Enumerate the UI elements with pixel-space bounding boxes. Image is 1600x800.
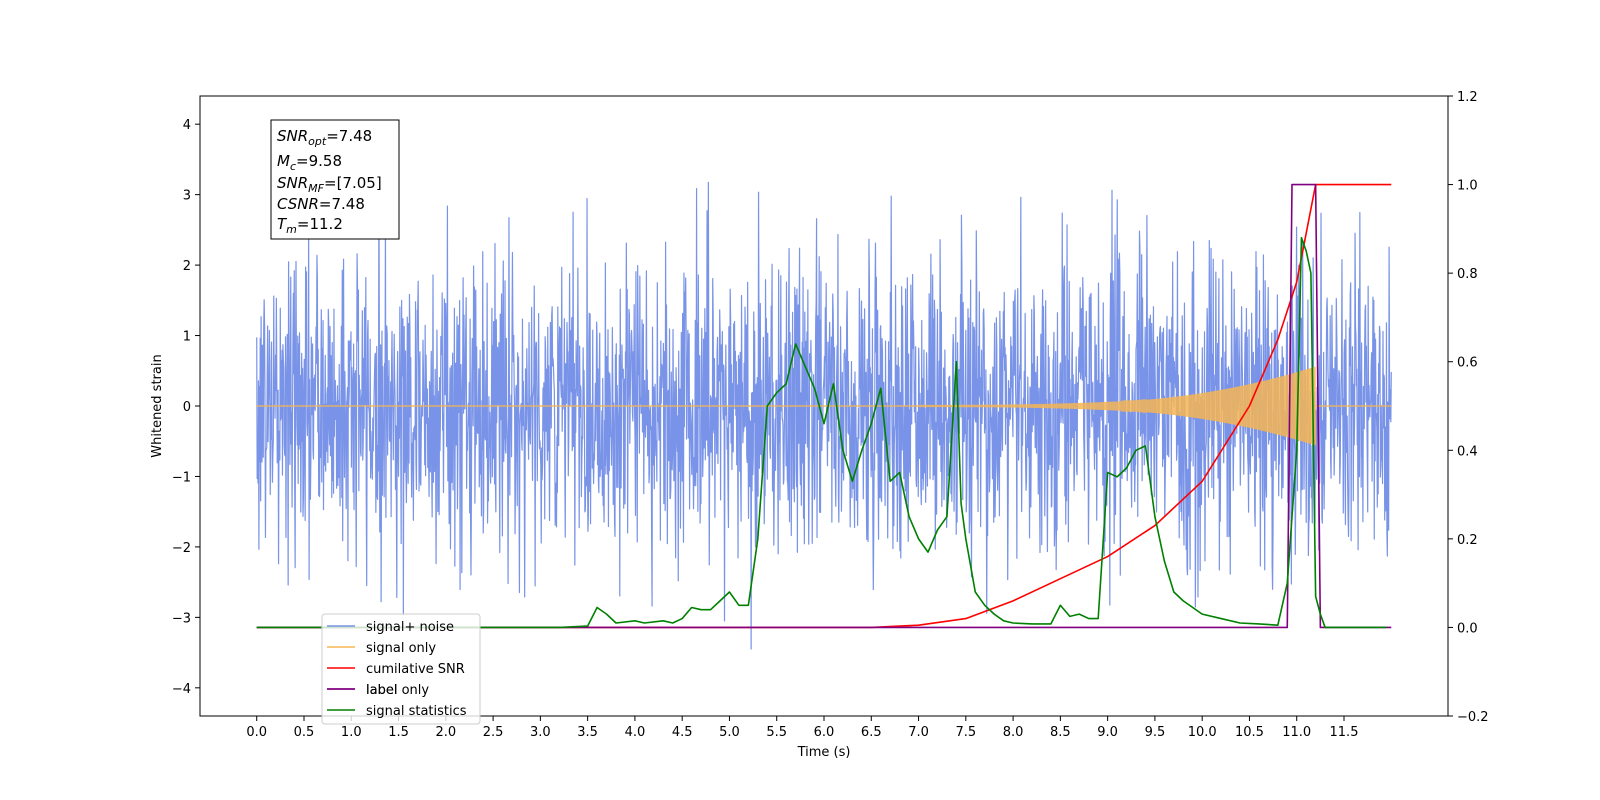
x-tick-label: 9.0 <box>1097 725 1118 740</box>
y-tick-label: 2 <box>183 259 191 274</box>
y-tick-label: −3 <box>172 611 191 626</box>
annotation-line: SNRMF=[7.05] <box>277 174 382 195</box>
y-right-tick-label: 0.4 <box>1457 444 1478 459</box>
y-right-tick-label: 1.0 <box>1457 179 1478 194</box>
legend-label: signal statistics <box>366 704 467 719</box>
y-tick-label: −4 <box>172 682 191 697</box>
signal-chirp <box>918 366 1317 446</box>
x-tick-label: 2.0 <box>435 725 456 740</box>
x-tick-label: 7.5 <box>955 725 976 740</box>
annotation-frame <box>270 119 400 240</box>
y-tick-label: 4 <box>183 118 191 133</box>
x-tick-label: 9.5 <box>1145 725 1166 740</box>
annotation-line: SNRopt=7.48 <box>277 127 372 148</box>
y-tick-label: 3 <box>183 189 191 204</box>
x-tick-label: 10.0 <box>1188 725 1217 740</box>
annotation-line: CSNR=7.48 <box>277 195 365 213</box>
x-tick-label: 3.5 <box>577 725 598 740</box>
series-cumilative-snr <box>256 183 1392 629</box>
x-tick-label: 7.0 <box>908 725 929 740</box>
y-tick-label: −1 <box>172 470 191 485</box>
y-axis-ticks: 4 3 2 1 0 −1 −2 −3 −4 <box>172 118 200 697</box>
annotation-line: Tm=11.2 <box>277 215 343 236</box>
right-axis-series <box>256 183 1392 629</box>
legend-frame <box>321 613 481 725</box>
x-tick-label: 4.5 <box>672 725 693 740</box>
y-axis-label: Whitened strain <box>150 354 165 457</box>
legend-label: label <box>366 683 397 698</box>
x-tick-label: 8.0 <box>1003 725 1024 740</box>
y-right-tick-label: 0.8 <box>1457 267 1478 282</box>
x-tick-label: 5.0 <box>719 725 740 740</box>
x-tick-label: 8.5 <box>1050 725 1071 740</box>
y-right-tick-label: 0.2 <box>1457 533 1478 548</box>
x-tick-label: 5.5 <box>766 725 787 740</box>
series-signal-noise <box>256 167 1392 650</box>
y-tick-label: 1 <box>183 330 191 345</box>
y-tick-label: 0 <box>183 400 191 415</box>
x-tick-label: 4.0 <box>625 725 646 740</box>
x-tick-label: 11.5 <box>1330 725 1359 740</box>
legend-label: cumilative SNR <box>366 662 465 677</box>
y-right-tick-label: 0.0 <box>1457 621 1478 636</box>
annotation-line: Mc=9.58 <box>277 152 342 173</box>
x-tick-label: 6.0 <box>814 725 835 740</box>
series-signal-statistics <box>256 236 1387 629</box>
y-right-tick-label: 1.2 <box>1457 90 1478 105</box>
x-tick-label: 10.5 <box>1235 725 1264 740</box>
x-tick-label: 0.0 <box>246 725 267 740</box>
x-tick-label: 11.0 <box>1282 725 1311 740</box>
y-right-tick-label: 0.6 <box>1457 356 1478 371</box>
x-axis-ticks: 0.0 0.5 1.0 1.5 2.0 2.5 3.0 3.5 4.0 4.5 5.0 5.5 6.0 6… <box>246 716 1358 740</box>
x-axis-label: Time (s) <box>797 745 851 760</box>
x-tick-label: 2.5 <box>483 725 504 740</box>
legend: signal+ noise signal only cumilative SNR la… <box>321 613 481 725</box>
legend-label: label only <box>366 683 429 698</box>
y-tick-label: −2 <box>172 541 191 556</box>
x-tick-label: 0.5 <box>294 725 315 740</box>
legend-label: signal+ noise <box>366 620 454 635</box>
noise-trace <box>256 167 1392 650</box>
y-right-tick-label: −0.2 <box>1457 710 1489 725</box>
series-signal-only <box>256 366 1392 446</box>
x-tick-label: 1.0 <box>341 725 362 740</box>
x-tick-label: 3.0 <box>530 725 551 740</box>
legend-label: signal only <box>366 641 436 656</box>
x-tick-label: 1.5 <box>388 725 409 740</box>
x-tick-label: 6.5 <box>861 725 882 740</box>
y-right-axis-ticks: 1.2 1.0 0.8 0.6 0.4 0.2 0.0 −0.2 <box>1448 90 1489 725</box>
